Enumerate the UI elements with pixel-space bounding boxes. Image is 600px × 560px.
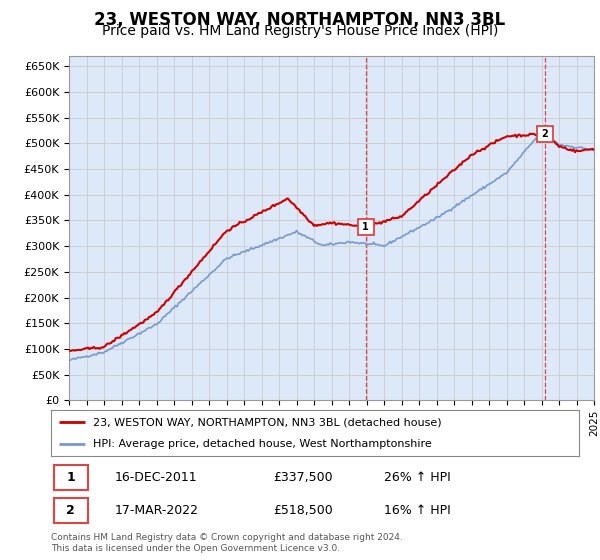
Text: 1: 1 <box>362 222 369 232</box>
Text: 26% ↑ HPI: 26% ↑ HPI <box>383 471 451 484</box>
Text: 2: 2 <box>542 129 548 139</box>
Text: 1: 1 <box>67 471 75 484</box>
Text: 16-DEC-2011: 16-DEC-2011 <box>115 471 197 484</box>
Text: 16% ↑ HPI: 16% ↑ HPI <box>383 504 451 517</box>
Text: 23, WESTON WAY, NORTHAMPTON, NN3 3BL: 23, WESTON WAY, NORTHAMPTON, NN3 3BL <box>94 11 506 29</box>
Text: 17-MAR-2022: 17-MAR-2022 <box>115 504 199 517</box>
Text: £518,500: £518,500 <box>273 504 332 517</box>
Text: Contains HM Land Registry data © Crown copyright and database right 2024.
This d: Contains HM Land Registry data © Crown c… <box>51 533 403 553</box>
FancyBboxPatch shape <box>53 498 88 523</box>
Text: £337,500: £337,500 <box>273 471 332 484</box>
Text: 2: 2 <box>67 504 75 517</box>
Text: Price paid vs. HM Land Registry's House Price Index (HPI): Price paid vs. HM Land Registry's House … <box>102 24 498 38</box>
FancyBboxPatch shape <box>53 465 88 490</box>
Text: 23, WESTON WAY, NORTHAMPTON, NN3 3BL (detached house): 23, WESTON WAY, NORTHAMPTON, NN3 3BL (de… <box>93 417 442 427</box>
Text: HPI: Average price, detached house, West Northamptonshire: HPI: Average price, detached house, West… <box>93 440 432 450</box>
